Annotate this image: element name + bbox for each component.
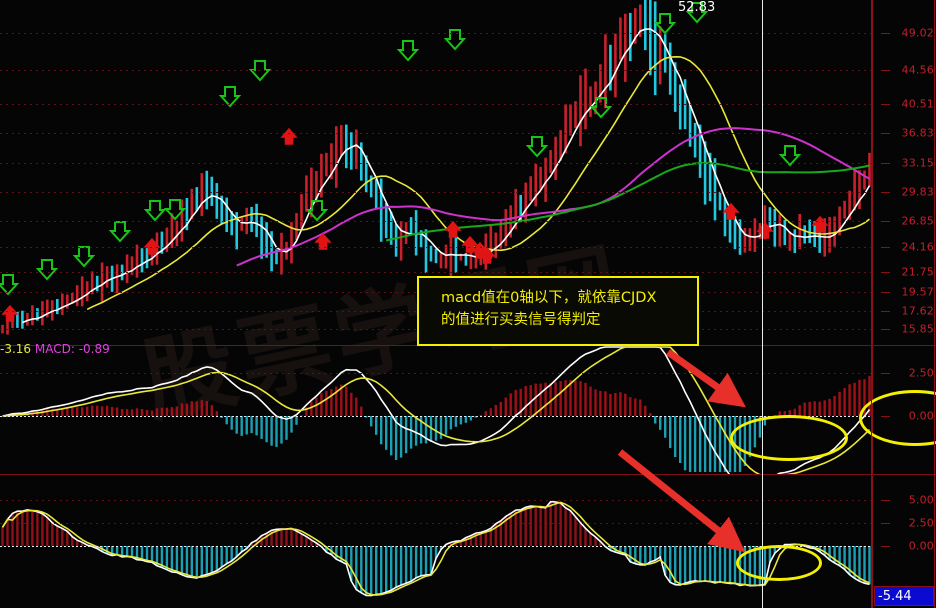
gridline bbox=[0, 33, 872, 34]
sell-signal-down-arrow bbox=[443, 29, 467, 51]
buy-signal-up-arrow bbox=[444, 220, 462, 238]
gridline bbox=[0, 163, 872, 164]
axis-label: 21.75 bbox=[901, 265, 934, 279]
sell-signal-down-arrow bbox=[778, 145, 802, 167]
cjdx-indicator-panel[interactable]: 5.00 2.50 0.00 -5.44 bbox=[0, 476, 936, 608]
axis-tick bbox=[881, 292, 890, 293]
axis-label: 26.85 bbox=[901, 214, 934, 228]
sell-signal-down-arrow bbox=[108, 221, 132, 243]
axis-tick bbox=[881, 70, 890, 71]
indicator-readout: -3.16 MACD: -0.89 bbox=[0, 342, 110, 356]
cjdx-plot bbox=[1, 500, 871, 597]
buy-signal-up-arrow bbox=[1, 304, 19, 322]
sell-signal-down-arrow bbox=[35, 259, 59, 281]
axis-label: 0.00 bbox=[908, 539, 934, 553]
sell-signal-down-arrow bbox=[72, 246, 96, 268]
zero-line bbox=[0, 416, 872, 417]
sell-signal-down-arrow bbox=[163, 199, 187, 221]
gridline bbox=[0, 192, 872, 193]
sell-signal-down-arrow bbox=[0, 274, 20, 296]
gridline bbox=[0, 500, 872, 501]
axis-tick bbox=[881, 523, 890, 524]
axis-tick bbox=[881, 500, 890, 501]
axis-tick bbox=[881, 311, 890, 312]
zero-line bbox=[0, 546, 872, 547]
gridline bbox=[0, 272, 872, 273]
gridline bbox=[0, 70, 872, 71]
sell-signal-down-arrow bbox=[143, 200, 167, 222]
axis-label: 44.56 bbox=[901, 63, 934, 77]
peak-price-label: 52.83 bbox=[678, 0, 716, 15]
sell-signal-down-arrow bbox=[685, 2, 709, 24]
axis-tick bbox=[881, 133, 890, 134]
sell-signal-down-arrow bbox=[589, 97, 613, 119]
price-plot bbox=[0, 0, 871, 335]
cjdx-bottom-ellipse bbox=[736, 545, 822, 581]
axis-tick bbox=[881, 329, 890, 330]
axis-tick bbox=[881, 373, 890, 374]
gridline bbox=[0, 221, 872, 222]
price-axis: 49.02 44.56 40.51 36.83 33.15 29.83 26.85 24.16… bbox=[872, 0, 936, 345]
axis-label: 19.57 bbox=[901, 285, 934, 299]
buy-signal-up-arrow bbox=[722, 202, 740, 220]
axis-tick bbox=[881, 546, 890, 547]
macd-value: MACD: -0.89 bbox=[34, 342, 110, 356]
buy-signal-up-arrow bbox=[756, 221, 774, 239]
sell-signal-down-arrow bbox=[305, 200, 329, 222]
sell-signal-down-arrow bbox=[396, 40, 420, 62]
axis-label: 17.62 bbox=[901, 304, 934, 318]
callout-line-2: 的值进行买卖信号得判定 bbox=[441, 312, 601, 329]
buy-signal-up-arrow bbox=[478, 246, 496, 264]
axis-label: 2.50 bbox=[908, 366, 934, 380]
macd-plot bbox=[2, 346, 871, 474]
gridline bbox=[0, 523, 872, 524]
gridline bbox=[0, 133, 872, 134]
macd-zero-cross-ellipse bbox=[730, 415, 848, 461]
dif-value: -3.16 bbox=[0, 342, 32, 356]
axis-label: 24.16 bbox=[901, 240, 934, 254]
sell-signal-down-arrow bbox=[218, 86, 242, 108]
cjdx-current-value-box: -5.44 bbox=[874, 586, 934, 606]
sell-signal-down-arrow bbox=[525, 136, 549, 158]
axis-tick bbox=[881, 104, 890, 105]
axis-label: 29.83 bbox=[901, 185, 934, 199]
panel-divider bbox=[0, 474, 936, 475]
outer-frame-line bbox=[934, 0, 935, 608]
axis-frame-line bbox=[871, 0, 872, 608]
axis-label: 36.83 bbox=[901, 126, 934, 140]
axis-label: 33.15 bbox=[901, 156, 934, 170]
axis-label: 40.51 bbox=[901, 97, 934, 111]
axis-label: 2.50 bbox=[908, 516, 934, 530]
sell-signal-down-arrow bbox=[653, 13, 677, 35]
callout-line-1: macd值在0轴以下，就依靠CJDX bbox=[441, 290, 657, 306]
axis-tick bbox=[881, 163, 890, 164]
axis-tick bbox=[881, 272, 890, 273]
gridline bbox=[0, 373, 872, 374]
gridline bbox=[0, 104, 872, 105]
axis-tick bbox=[881, 192, 890, 193]
macd-right-ellipse bbox=[859, 390, 936, 446]
axis-label: 15.85 bbox=[901, 322, 934, 336]
cjdx-axis: 5.00 2.50 0.00 bbox=[872, 476, 936, 608]
crosshair-vertical-line[interactable] bbox=[762, 0, 763, 608]
axis-label: 49.02 bbox=[901, 26, 934, 40]
annotation-callout-box: macd值在0轴以下，就依靠CJDX 的值进行买卖信号得判定 bbox=[417, 276, 699, 346]
axis-tick bbox=[881, 221, 890, 222]
axis-label: 5.00 bbox=[908, 493, 934, 507]
buy-signal-up-arrow bbox=[280, 127, 298, 145]
axis-tick bbox=[881, 33, 890, 34]
axis-tick bbox=[881, 247, 890, 248]
candlestick-panel[interactable]: 52.83 49.02 44.56 40.51 36.83 33.15 29.83 26.8… bbox=[0, 0, 936, 345]
gridline bbox=[0, 247, 872, 248]
